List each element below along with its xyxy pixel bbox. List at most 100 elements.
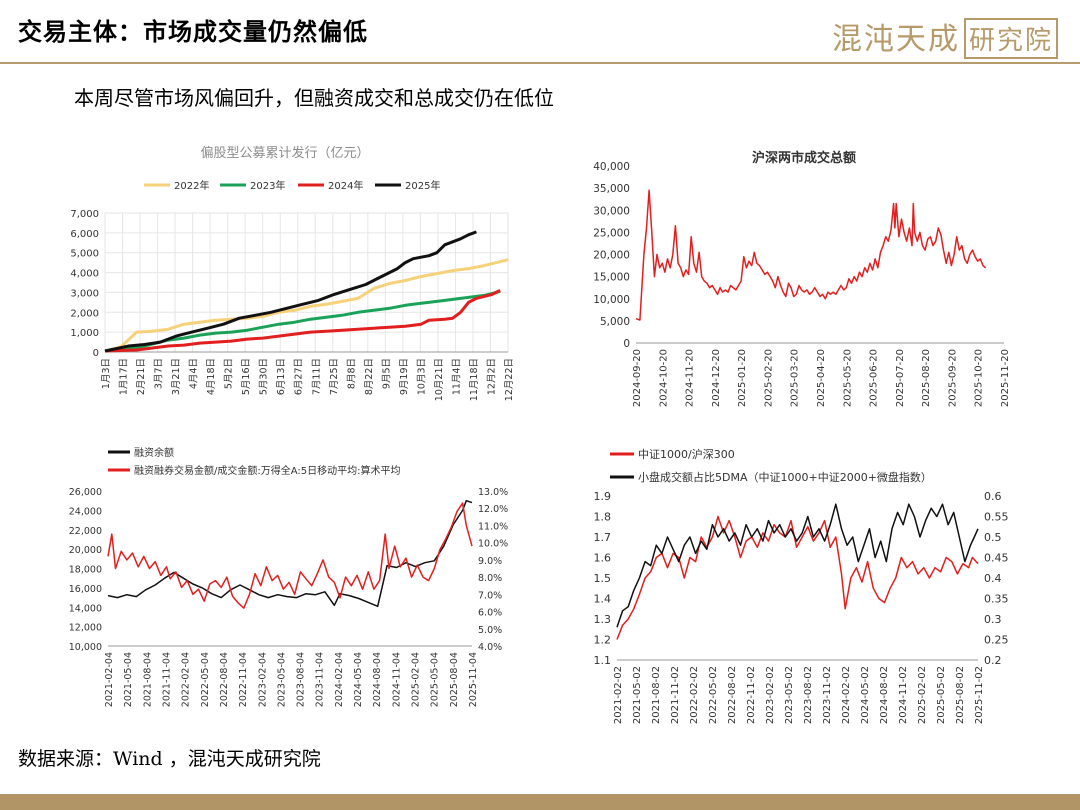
x-tick-label: 1月17日 [119, 358, 130, 395]
x-tick-label: 2022-08-02 [727, 666, 738, 724]
x-tick-label: 2022-11-02 [746, 666, 757, 724]
y-tick-label: 1,000 [70, 328, 99, 339]
x-tick-label: 3月7日 [154, 358, 165, 389]
y-tick-label: 20,000 [69, 545, 102, 556]
y-right-tick-label: 0.25 [984, 634, 1009, 647]
x-tick-label: 2024-11-02 [898, 666, 909, 724]
y-tick-label: 10,000 [69, 642, 102, 653]
y-right-tick-label: 0.55 [984, 511, 1009, 524]
x-tick-label: 2025-03-20 [790, 349, 801, 407]
y-tick-label: 12,000 [69, 623, 102, 634]
x-tick-label: 2025-05-20 [842, 349, 853, 407]
x-tick-label: 8月8日 [346, 358, 357, 389]
x-tick-label: 2023-08-04 [296, 652, 307, 707]
x-tick-label: 2024-08-04 [372, 652, 383, 707]
x-tick-label: 2021-02-02 [613, 666, 624, 724]
y-right-tick-label: 13.0% [478, 487, 508, 498]
x-tick-label: 7月11日 [311, 358, 322, 395]
y-right-tick-label: 0.5 [984, 531, 1002, 544]
y-tick-label: 7,000 [70, 209, 99, 220]
x-tick-label: 2024-05-04 [353, 652, 364, 707]
x-tick-label: 2021-11-02 [670, 666, 681, 724]
y-right-tick-label: 4.0% [478, 642, 502, 653]
x-tick-label: 3月21日 [171, 358, 182, 395]
x-tick-label: 5月16日 [241, 358, 252, 395]
x-tick-label: 6月13日 [276, 358, 287, 395]
x-tick-label: 2025-07-20 [895, 349, 906, 407]
x-tick-label: 4月18日 [206, 358, 217, 395]
x-tick-label: 2023-11-02 [822, 666, 833, 724]
x-tick-label: 2023-02-02 [765, 666, 776, 724]
x-tick-label: 2025-11-04 [468, 652, 479, 707]
header-divider [0, 62, 1080, 64]
y-tick-label: 6,000 [70, 229, 99, 240]
y-right-tick-label: 7.0% [478, 590, 502, 601]
footer-bar [0, 794, 1080, 810]
turnover-chart: 沪深两市成交总额 0 5,000 10,000 15,000 20,000 25,000 30… [593, 150, 1011, 407]
y-tick-label: 16,000 [69, 584, 102, 595]
x-tick-label: 2024-02-02 [841, 666, 852, 724]
legend-label: 2025年 [405, 179, 440, 192]
x-tick-label: 2025-05-04 [430, 652, 441, 707]
page-title: 交易主体：市场成交量仍然偏低 [18, 18, 368, 46]
y-tick-label: 5,000 [600, 316, 630, 328]
y-tick-label: 1.1 [594, 654, 612, 667]
series-line-1 [107, 502, 473, 609]
y-tick-label: 35,000 [593, 183, 630, 195]
x-tick-label: 2022-05-02 [708, 666, 719, 724]
chart-title: 沪深两市成交总额 [752, 150, 856, 166]
x-tick-label: 2025-08-20 [921, 349, 932, 407]
series-line-1 [616, 503, 979, 628]
y-tick-label: 1.2 [594, 634, 612, 647]
x-tick-label: 10月21日 [434, 358, 445, 401]
y-right-tick-label: 12.0% [478, 504, 508, 515]
x-tick-label: 1月3日 [101, 358, 112, 389]
y-right-tick-label: 10.0% [478, 539, 508, 550]
x-tick-label: 2025-09-20 [947, 349, 958, 407]
y-tick-label: 30,000 [593, 205, 630, 217]
series-line-0 [616, 515, 979, 640]
x-tick-label: 2021-02-04 [104, 652, 115, 707]
x-tick-label: 4月4日 [189, 358, 200, 389]
x-tick-label: 2022-05-04 [200, 652, 211, 707]
y-tick-label: 40,000 [593, 161, 630, 173]
x-tick-label: 2021-05-02 [632, 666, 643, 724]
x-tick-label: 9月19日 [399, 358, 410, 395]
y-right-tick-label: 5.0% [478, 625, 502, 636]
x-tick-label: 2023-11-04 [315, 652, 326, 707]
x-tick-label: 2022-02-02 [689, 666, 700, 724]
y-tick-label: 3,000 [70, 288, 99, 299]
y-tick-label: 24,000 [69, 506, 102, 517]
fund-issuance-chart: 偏股型公募累计发行（亿元） 0 1,000 2,000 3,000 4,000 5,000 6… [70, 145, 515, 401]
x-tick-label: 2023-08-02 [803, 666, 814, 724]
series-line-3 [104, 230, 477, 353]
y-tick-label: 1.7 [594, 531, 612, 544]
y-tick-label: 1.6 [594, 552, 612, 565]
series-line-0 [635, 189, 987, 321]
series-line-2 [104, 289, 501, 353]
series-line-1 [104, 289, 501, 353]
y-tick-label: 1.4 [594, 593, 612, 606]
x-tick-label: 2025-05-02 [936, 666, 947, 724]
y-tick-label: 2,000 [70, 308, 99, 319]
y-tick-label: 0 [623, 338, 630, 350]
x-tick-label: 2021-11-04 [161, 652, 172, 707]
x-tick-label: 2025-02-02 [917, 666, 928, 724]
x-tick-label: 2025-02-20 [763, 349, 774, 407]
x-tick-label: 2023-05-02 [784, 666, 795, 724]
y-right-tick-label: 0.35 [984, 593, 1009, 606]
y-right-tick-label: 6.0% [478, 608, 502, 619]
logo-brand-text: 混沌天成 [831, 22, 960, 57]
data-source: 数据来源：Wind ，混沌天成研究院 [18, 748, 321, 770]
x-tick-label: 8月22日 [364, 358, 375, 395]
y-tick-label: 18,000 [69, 565, 102, 576]
x-tick-label: 2025-08-04 [449, 652, 460, 707]
y-tick-label: 0 [93, 348, 99, 359]
small-cap-chart: 1.1 1.2 1.3 1.4 1.5 1.6 1.7 1.8 1.9 0.2 0.25 0.3 0.3… [594, 447, 1009, 724]
y-tick-label: 26,000 [69, 487, 102, 498]
x-tick-label: 2024-11-04 [391, 652, 402, 707]
y-right-tick-label: 0.6 [984, 490, 1002, 503]
y-right-tick-label: 11.0% [478, 521, 508, 532]
x-tick-label: 2024-05-02 [860, 666, 871, 724]
x-tick-label: 2021-08-02 [651, 666, 662, 724]
